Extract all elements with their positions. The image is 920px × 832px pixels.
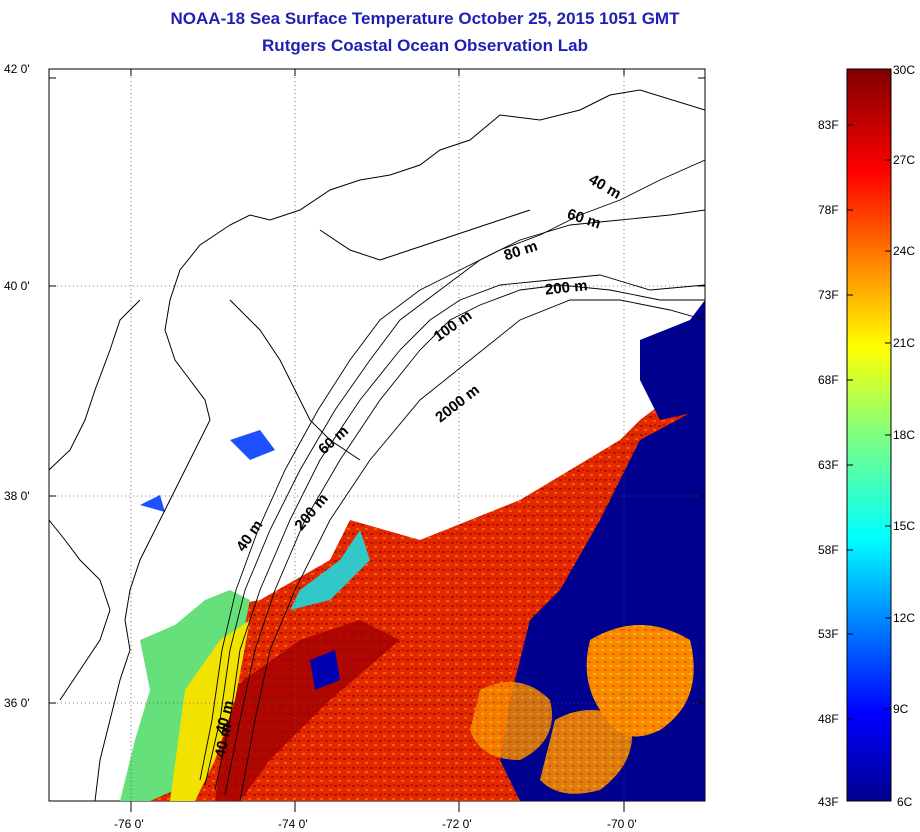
- cb-c-label: 12C: [893, 611, 915, 625]
- cb-c-label: 27C: [893, 153, 915, 167]
- colorbar-ticks: [847, 124, 891, 720]
- cb-f-label: 83F: [818, 118, 839, 132]
- lat-label: 38 0': [4, 489, 30, 503]
- lat-label: 40 0': [4, 279, 30, 293]
- colorbar: [846, 68, 892, 802]
- colorbar-celsius-labels: 30C 27C 24C 21C 18C 15C 12C 9C 6C: [893, 63, 915, 809]
- contour-label: 200 m: [544, 277, 588, 298]
- cb-c-label: 15C: [893, 519, 915, 533]
- cb-f-label: 78F: [818, 203, 839, 217]
- cb-c-label: 24C: [893, 244, 915, 258]
- coastline: [49, 89, 705, 801]
- chart-subtitle: Rutgers Coastal Ocean Observation Lab: [262, 36, 588, 55]
- lon-label: -74 0': [278, 817, 308, 831]
- cb-c-label: 6C: [897, 795, 913, 809]
- cb-f-label: 68F: [818, 373, 839, 387]
- map-gridlines: [49, 69, 705, 801]
- cb-f-label: 63F: [818, 458, 839, 472]
- cb-f-label: 43F: [818, 795, 839, 809]
- cb-f-label: 53F: [818, 627, 839, 641]
- map-ticks: [49, 69, 705, 812]
- cb-c-label: 30C: [893, 63, 915, 77]
- lat-label: 42 0': [4, 62, 30, 76]
- chart-title: NOAA-18 Sea Surface Temperature October …: [170, 9, 680, 28]
- longitude-labels: -76 0' -74 0' -72 0' -70 0': [114, 817, 637, 831]
- lon-label: -76 0': [114, 817, 144, 831]
- cb-f-label: 48F: [818, 712, 839, 726]
- lon-label: -70 0': [607, 817, 637, 831]
- colorbar-fahrenheit-labels: 83F 78F 73F 68F 63F 58F 53F 48F 43F: [818, 118, 839, 809]
- cb-c-label: 18C: [893, 428, 915, 442]
- contour-label: 40 m: [212, 722, 236, 759]
- cb-c-label: 21C: [893, 336, 915, 350]
- bathymetry-contours: [199, 159, 705, 801]
- cb-f-label: 58F: [818, 543, 839, 557]
- lon-label: -72 0': [442, 817, 472, 831]
- latitude-labels: 42 0' 40 0' 38 0' 36 0': [4, 62, 30, 710]
- cb-c-label: 9C: [893, 702, 909, 716]
- sst-imagery: [120, 300, 705, 801]
- lat-label: 36 0': [4, 696, 30, 710]
- cb-f-label: 73F: [818, 288, 839, 302]
